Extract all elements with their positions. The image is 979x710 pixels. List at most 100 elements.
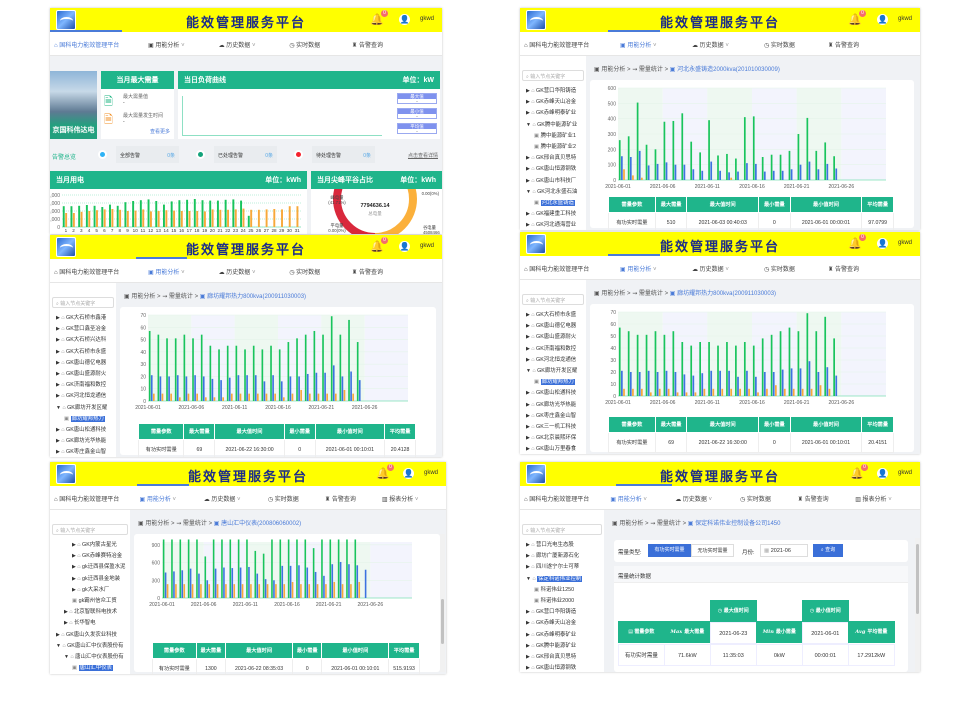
nav-realtime[interactable]: ◷ 实时数据: [764, 264, 795, 273]
bell-icon[interactable]: 🔔: [376, 468, 390, 480]
nav-energy[interactable]: ▣ 用能分析 ˅: [148, 267, 185, 276]
caret-right-icon[interactable]: ▶: [526, 166, 532, 173]
tree-item[interactable]: ▼ ⌂ GK河北永盛石油: [526, 187, 586, 195]
nav-history[interactable]: ☁ 历史数据 ˅: [219, 40, 256, 49]
caret-right-icon[interactable]: ▶: [526, 564, 532, 571]
caret-right-icon[interactable]: ▶: [526, 553, 532, 560]
caret-right-icon[interactable]: ▶: [526, 435, 532, 442]
caret-down-icon[interactable]: ▼: [526, 121, 533, 128]
tree-item[interactable]: ▶ ⌂ GK枣庄鑫金山智: [526, 411, 586, 419]
breadcrumb-sub[interactable]: 需量统计: [656, 521, 681, 527]
tree-item[interactable]: ▶ ⌂ GK大石桥市永盛: [56, 347, 116, 355]
caret-right-icon[interactable]: ▶: [526, 345, 532, 352]
username[interactable]: gkwd: [419, 243, 434, 249]
caret-right-icon[interactable]: ▶: [56, 382, 62, 389]
caret-right-icon[interactable]: ▶: [526, 609, 532, 616]
caret-right-icon[interactable]: ▶: [56, 315, 62, 321]
tree-item[interactable]: ▶ ⌂ GK大石桥市鑫港: [56, 313, 116, 321]
caret-right-icon[interactable]: ▶: [526, 312, 532, 318]
caret-right-icon[interactable]: ▶: [526, 665, 532, 672]
tree-item[interactable]: ▶ ⌂ GK唐山德亿电器: [526, 321, 586, 329]
tree-item[interactable]: ▼ ⌂ GK廊坊开发区耀: [526, 366, 586, 374]
caret-right-icon[interactable]: ▶: [72, 542, 78, 548]
nav-alarm[interactable]: ♜ 告警查询: [352, 40, 383, 49]
nav-realtime[interactable]: ◷ 实时数据: [764, 40, 795, 49]
caret-right-icon[interactable]: ▶: [56, 326, 62, 333]
tree-item[interactable]: ▣ 科诺伟业1250: [534, 585, 604, 593]
caret-right-icon[interactable]: ▶: [526, 177, 532, 184]
breadcrumb-root[interactable]: 用能分析: [145, 521, 170, 527]
nav-history[interactable]: ☁ 历史数据 ˅: [204, 494, 241, 503]
view-more-link[interactable]: 查看更多: [149, 129, 170, 135]
tree-item[interactable]: ▣ gk霸州信众工贸: [72, 596, 130, 604]
caret-right-icon[interactable]: ▶: [526, 222, 532, 229]
query-button[interactable]: ⌕ 查询: [813, 544, 843, 557]
tree-item[interactable]: ▶ ⌂ GK赤峰明泰矿业: [526, 108, 586, 116]
nav-home[interactable]: ⌂ 国科电力能效管理平台: [54, 40, 119, 49]
avatar[interactable]: 👤: [399, 241, 410, 252]
tree-item[interactable]: ▶ ⌂ 廊坊广厦新源石化: [526, 551, 604, 559]
nav-energy[interactable]: ▣ 用能分析 ˅: [620, 40, 657, 49]
tree-item[interactable]: ▣ 腾中能源矿业2: [534, 142, 586, 150]
tree-item[interactable]: ▶ ⌂ GK唐山松通科技: [56, 425, 116, 433]
caret-down-icon[interactable]: ▼: [526, 188, 533, 195]
caret-right-icon[interactable]: ▶: [56, 631, 62, 638]
tree-item[interactable]: ▶ ⌂ 四川遂宁尔士可蒂: [526, 562, 604, 570]
tree-item[interactable]: ▶ ⌂ GK唐山万里春食: [526, 444, 586, 452]
caret-right-icon[interactable]: ▶: [526, 654, 532, 660]
tree-item[interactable]: ▶ ⌂ GK唐山德亿电器: [56, 358, 116, 366]
nav-energy[interactable]: ▣ 用能分析 ˅: [610, 494, 647, 503]
tree-item[interactable]: ▶ ⌂ GK廊坊光华热能: [56, 436, 116, 444]
nav-home[interactable]: ⌂ 国科电力能效管理平台: [524, 494, 589, 503]
username[interactable]: gkwd: [897, 240, 912, 246]
breadcrumb-root[interactable]: 用能分析: [131, 294, 156, 300]
tree-item[interactable]: ▶ ⌂ GK河北恒龙通信: [526, 355, 586, 363]
caret-right-icon[interactable]: ▶: [56, 427, 62, 433]
caret-right-icon[interactable]: ▶: [526, 334, 532, 341]
caret-right-icon[interactable]: ▶: [526, 99, 532, 106]
caret-right-icon[interactable]: ▶: [64, 609, 70, 616]
tree-item[interactable]: ▶ ⌂ GK邢台真贝思特: [526, 652, 604, 660]
active-demand-button[interactable]: 有功实时需量: [648, 544, 691, 557]
nav-home[interactable]: ⌂ 国科电力能效管理平台: [524, 40, 589, 49]
caret-right-icon[interactable]: ▶: [56, 393, 62, 400]
tree-item[interactable]: ▣ 廊坊耀邦热力: [64, 414, 116, 422]
tree-item[interactable]: ▶ ⌂ GK枣庄鑫金山智: [56, 447, 116, 455]
caret-down-icon[interactable]: ▼: [64, 654, 71, 660]
tree-item[interactable]: ▶ ⌂ GK济南福和数控: [526, 344, 586, 352]
tree-item[interactable]: ▶ ⌂ GK营口鑫圣冶金: [56, 324, 116, 332]
tree-item[interactable]: ▶ ⌂ GK河北通海营业: [526, 220, 586, 228]
avatar[interactable]: 👤: [403, 468, 414, 479]
tree-item[interactable]: ▶ ⌂ GK唐山松通科技: [526, 388, 586, 396]
month-picker[interactable]: ▦ 2021-06: [760, 544, 808, 557]
alarm-item-1[interactable]: 已处理告警 0条: [214, 146, 277, 163]
caret-right-icon[interactable]: ▶: [526, 155, 532, 162]
alarm-item-2[interactable]: 待处理告警 0条: [312, 146, 375, 163]
tree-item[interactable]: ▶ ⌂ 北京智联科电技术: [64, 607, 130, 615]
scrollbar-thumb[interactable]: [441, 599, 444, 644]
nav-realtime[interactable]: ◷ 实时数据: [740, 494, 771, 503]
nav-energy[interactable]: ▣ 用能分析 ˅: [620, 264, 657, 273]
caret-right-icon[interactable]: ▶: [526, 642, 532, 649]
caret-right-icon[interactable]: ▶: [526, 110, 532, 117]
caret-right-icon[interactable]: ▶: [56, 449, 62, 456]
tree-item[interactable]: ▶ ⌂ GK唐山恒源钢铁: [526, 663, 604, 671]
tree-item[interactable]: ▶ ⌂ GK大石桥兴达科: [56, 335, 116, 343]
breadcrumb-root[interactable]: 用能分析: [619, 521, 644, 527]
tree-item[interactable]: ▣ 腾中能源矿业1: [534, 131, 586, 139]
nav-alarm[interactable]: ♜ 告警查询: [798, 494, 829, 503]
tree-item[interactable]: ▶ ⌂ GK营口华阳铸造: [526, 607, 604, 615]
tree-item[interactable]: ▶ ⌂ GK营口华阳铸造: [526, 86, 586, 94]
tree-item[interactable]: ▶ ⌂ GK三一机工科技: [526, 422, 586, 430]
reactive-demand-button[interactable]: 无功实时需量: [691, 544, 734, 557]
tree-item[interactable]: ▼ ⌂ GK唐山汇中仪表股份有: [56, 641, 130, 649]
caret-right-icon[interactable]: ▶: [72, 575, 78, 582]
nav-history[interactable]: ☁ 历史数据 ˅: [692, 264, 729, 273]
bell-icon[interactable]: 🔔: [850, 468, 864, 480]
tree-item[interactable]: ▶ ⌂ GK赤峰天山冶金: [526, 618, 604, 626]
breadcrumb-sub[interactable]: 需量统计: [182, 521, 207, 527]
alarm-item-0[interactable]: 全部告警 0条: [116, 146, 179, 163]
tree-item[interactable]: ▶ ⌂ GK赤峰赛特冶金: [72, 551, 130, 559]
tree-item[interactable]: ▶ ⌂ GK唐山久发农业科技: [56, 630, 130, 638]
tree-item[interactable]: ▶ ⌂ gk迁西县金地装: [72, 574, 130, 582]
